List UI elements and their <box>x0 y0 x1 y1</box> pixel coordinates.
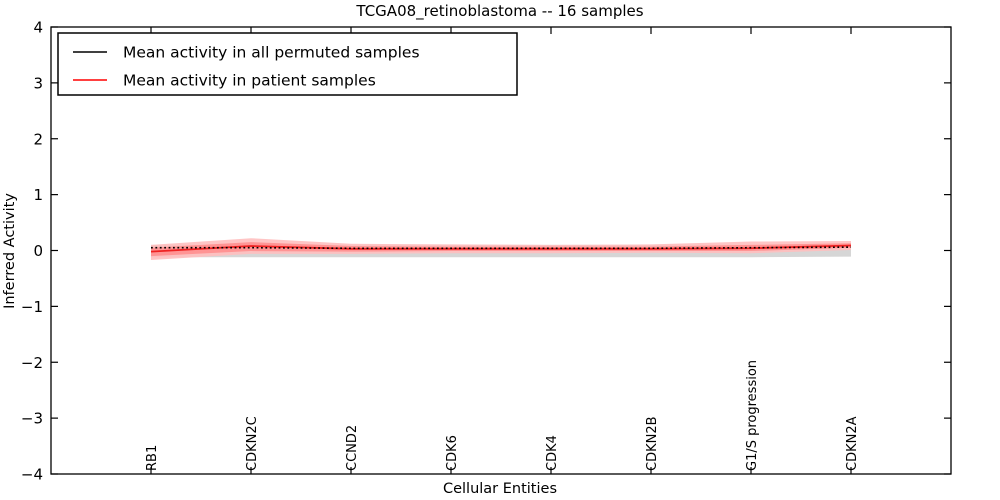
x-category-label: CDKN2B <box>645 416 660 471</box>
y-tick-label: 4 <box>33 19 43 37</box>
x-category-label: CDKN2A <box>845 416 860 471</box>
line-layer <box>150 244 852 253</box>
y-tick-label: 1 <box>33 186 43 204</box>
y-tick-label: −3 <box>21 410 43 428</box>
plot-frame <box>50 26 952 475</box>
y-tick-label: 0 <box>33 242 43 260</box>
legend: Mean activity in all permuted samples Me… <box>57 32 518 96</box>
chart-title: TCGA08_retinoblastoma -- 16 samples <box>355 2 643 21</box>
x-category-label: CCND2 <box>345 425 360 471</box>
x-category-label: CDK6 <box>445 435 460 471</box>
x-category-label: CDK4 <box>545 435 560 471</box>
patient-mean-line <box>150 244 852 253</box>
x-category-label: CDKN2C <box>245 416 260 471</box>
tick-layer: 4 3 2 1 0 −1 −2 −3 −4 RB1 CDKN2C CCND2 CDK6 CDK4 CDKN2… <box>21 19 951 484</box>
y-tick-label: −2 <box>21 354 43 372</box>
y-tick-label: −4 <box>21 466 43 484</box>
y-tick-label: −1 <box>21 298 43 316</box>
x-category-label: RB1 <box>145 445 160 471</box>
legend-box <box>57 32 518 96</box>
y-axis-label: Inferred Activity <box>2 193 18 309</box>
legend-label-permuted: Mean activity in all permuted samples <box>123 44 420 62</box>
x-category-label: G1/S progression <box>745 360 760 471</box>
y-tick-label: 3 <box>33 74 43 92</box>
y-tick-label: 2 <box>33 130 43 148</box>
legend-label-patient: Mean activity in patient samples <box>123 72 376 90</box>
x-axis-label: Cellular Entities <box>443 481 557 497</box>
